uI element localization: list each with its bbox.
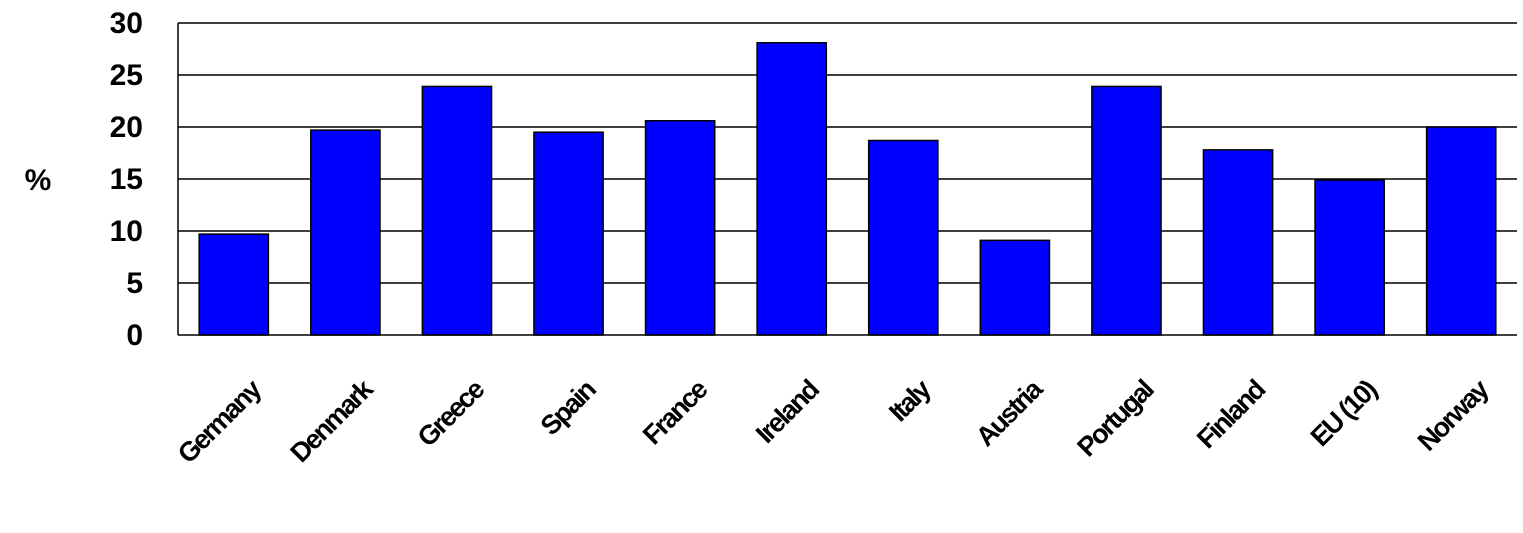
bar-spain bbox=[533, 131, 604, 336]
axes bbox=[177, 23, 1517, 336]
bar-ireland bbox=[756, 42, 828, 336]
x-tick-labels: Germany Denmark Greece Spain France Ireland It… bbox=[172, 373, 1495, 469]
y-tick-label: 30 bbox=[110, 7, 143, 40]
bar-france bbox=[644, 120, 716, 336]
x-tick-label: Italy bbox=[883, 374, 937, 428]
x-tick-label: Ireland bbox=[750, 375, 824, 449]
bar-finland bbox=[1202, 149, 1274, 336]
x-tick-label: France bbox=[637, 374, 714, 451]
x-tick-label: Spain bbox=[535, 375, 601, 441]
y-tick-label: 10 bbox=[110, 215, 143, 248]
bar-eu-10 bbox=[1314, 179, 1385, 336]
bar-denmark bbox=[310, 129, 381, 336]
x-tick-label: EU (10) bbox=[1305, 374, 1383, 452]
y-tick-label: 20 bbox=[110, 111, 143, 144]
y-tick-labels: 0 5 10 15 20 25 30 bbox=[110, 7, 143, 352]
bar-germany bbox=[198, 233, 270, 336]
x-tick-label: Germany bbox=[172, 374, 267, 469]
y-axis-label: % bbox=[25, 164, 52, 197]
x-tick-label: Norway bbox=[1412, 374, 1495, 457]
bar-italy bbox=[867, 139, 939, 336]
y-tick-label: 25 bbox=[110, 59, 143, 92]
x-tick-label: Greece bbox=[412, 374, 491, 453]
x-tick-label: Finland bbox=[1191, 375, 1271, 455]
bars bbox=[198, 42, 1497, 336]
y-tick-label: 0 bbox=[126, 319, 143, 352]
y-tick-label: 15 bbox=[110, 163, 143, 196]
x-tick-label: Austria bbox=[970, 373, 1049, 452]
x-tick-label: Portugal bbox=[1071, 375, 1159, 463]
bar-norway bbox=[1425, 126, 1497, 336]
y-tick-label: 5 bbox=[126, 267, 143, 300]
bar-austria bbox=[979, 239, 1051, 336]
bar-greece bbox=[421, 85, 493, 336]
x-tick-label: Denmark bbox=[285, 373, 380, 468]
grid-lines bbox=[178, 22, 1517, 284]
bar-portugal bbox=[1091, 85, 1162, 336]
